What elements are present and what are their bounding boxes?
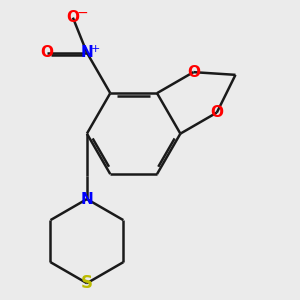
Text: N: N — [80, 45, 93, 60]
Text: O: O — [41, 45, 54, 60]
Text: −: − — [76, 6, 88, 20]
Text: O: O — [66, 10, 80, 25]
Text: S: S — [81, 274, 93, 292]
Text: O: O — [210, 105, 223, 120]
Text: +: + — [91, 44, 100, 54]
Text: O: O — [187, 64, 200, 80]
Text: N: N — [80, 192, 93, 207]
